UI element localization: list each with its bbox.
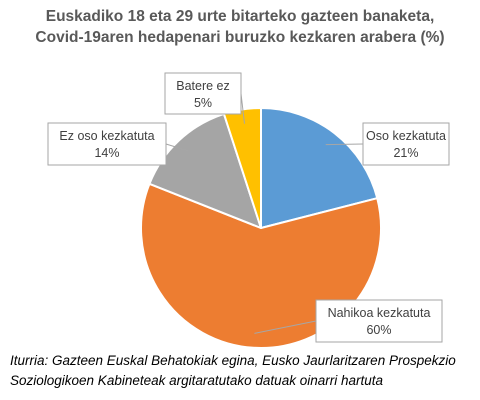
data-label-box-oso-kezkatuta [362,122,450,166]
chart-title-line-1: Euskadiko 18 eta 29 urte bitarteko gazte… [45,8,435,25]
pie-slice-oso-kezkatuta [260,107,379,229]
source-note: Iturria: Gazteen Euskal Behatokiak egina… [10,351,480,391]
data-label-name: Batere ez [176,79,230,93]
leader-line-batere-ez [240,93,245,124]
data-label-value: 5% [194,96,212,110]
data-label-box-ez-oso-kezkatuta [47,122,167,166]
leader-line-oso-kezkatuta [325,143,364,146]
data-label-box-batere-ez [164,72,242,115]
data-label-name: Oso kezkatuta [366,129,446,143]
source-line-2: Soziologikoen Kabineteak argitaratutako … [10,373,383,388]
leader-line-nahikoa-kezkatuta [254,320,317,334]
data-label-ez-oso-kezkatuta: Ez oso kezkatuta 14% [47,122,167,166]
pie-slices [140,107,382,349]
data-labels: Oso kezkatuta 21% Nahikoa kezkatuta 60% Ez o… [47,72,450,343]
data-label-oso-kezkatuta: Oso kezkatuta 21% [362,122,450,166]
data-label-value: 14% [94,146,119,160]
chart-title-line-2: Covid-19aren hedapenari buruzko kezkaren… [35,29,445,46]
data-label-name: Ez oso kezkatuta [59,129,154,143]
leader-line-ez-oso-kezkatuta [165,143,189,152]
data-label-nahikoa-kezkatuta: Nahikoa kezkatuta 60% [315,299,443,343]
label-leader-lines [165,93,364,334]
data-label-name: Nahikoa kezkatuta [328,306,431,320]
pie-chart: Oso kezkatuta 21% Nahikoa kezkatuta 60% Ez o… [47,72,450,349]
data-label-value: 60% [366,323,391,337]
data-label-value: 21% [393,146,418,160]
chart-title: Euskadiko 18 eta 29 urte bitarteko gazte… [0,6,480,48]
data-label-batere-ez: Batere ez 5% [164,72,242,115]
data-label-box-nahikoa-kezkatuta [315,299,443,343]
source-line-1: Iturria: Gazteen Euskal Behatokiak egina… [10,353,456,368]
